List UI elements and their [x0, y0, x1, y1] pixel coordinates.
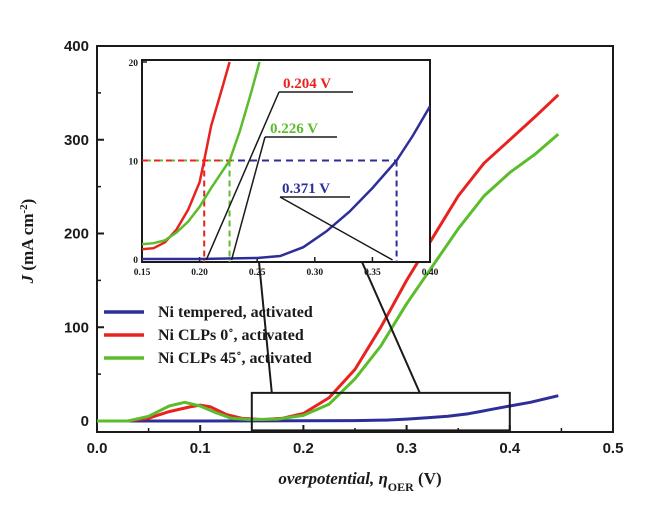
inset-y-tick-label: 20	[129, 59, 139, 69]
legend-label-3: Ni CLPs 45˚, activated	[158, 350, 312, 367]
inset-series-line-1	[142, 105, 430, 261]
zoom-connector-left	[258, 261, 273, 393]
series-line-1	[97, 394, 559, 423]
x-tick-label: 0.4	[499, 440, 521, 457]
legend-label-1: Ni tempered, activated	[158, 304, 313, 321]
y-tick-label: 200	[64, 226, 89, 243]
x-tick-label: 0.1	[190, 440, 211, 457]
x-tick-label: 0.0	[87, 440, 108, 457]
onset-label-3: 0.371 V	[282, 181, 330, 197]
onset-leader-diag-2	[230, 136, 266, 261]
y-tick-label: 100	[64, 319, 89, 336]
series-line-3	[97, 132, 560, 423]
inset-series-group	[142, 61, 430, 262]
x-tick-label: 0.3	[396, 440, 417, 457]
inset-x-tick-label: 0.40	[422, 268, 439, 278]
x-tick-label: 0.5	[603, 440, 624, 457]
x-axis-title: overpotential, ηOER (V)	[278, 469, 441, 494]
y-tick-label: 400	[64, 38, 89, 55]
inset-series-line-3	[142, 61, 261, 246]
y-axis-title: J (mA cm-2)	[18, 199, 37, 285]
legend: Ni tempered, activated Ni CLPs 0˚, activa…	[104, 304, 313, 367]
x-tick-label: 0.2	[293, 440, 314, 457]
inset-series-line-2	[142, 61, 231, 251]
y-tick-label: 300	[64, 132, 89, 149]
zoom-connector-right	[361, 261, 421, 394]
legend-label-2: Ni CLPs 0˚, activated	[158, 327, 304, 344]
main-series-group	[97, 93, 560, 423]
inset-y-tick-label: 10	[129, 158, 139, 168]
inset-y-tick-label: 0	[133, 256, 138, 266]
onset-label-2: 0.226 V	[270, 121, 318, 137]
inset-x-tick-label: 0.35	[364, 268, 381, 278]
inset-x-tick-label: 0.20	[191, 268, 208, 278]
onset-label-1: 0.204 V	[283, 76, 331, 92]
onset-leader-diag-1	[205, 91, 280, 261]
inset-x-tick-label: 0.25	[249, 268, 266, 278]
inset-x-tick-label: 0.30	[306, 268, 323, 278]
inset-annotations: 0.204 V 0.226 V 0.371 V	[205, 76, 393, 261]
inset-x-tick-label: 0.15	[134, 268, 151, 278]
zoom-box	[250, 391, 511, 432]
zoom-box-group	[250, 261, 511, 432]
y-tick-label: 0	[81, 413, 89, 430]
onset-leader-diag-3	[279, 196, 393, 261]
